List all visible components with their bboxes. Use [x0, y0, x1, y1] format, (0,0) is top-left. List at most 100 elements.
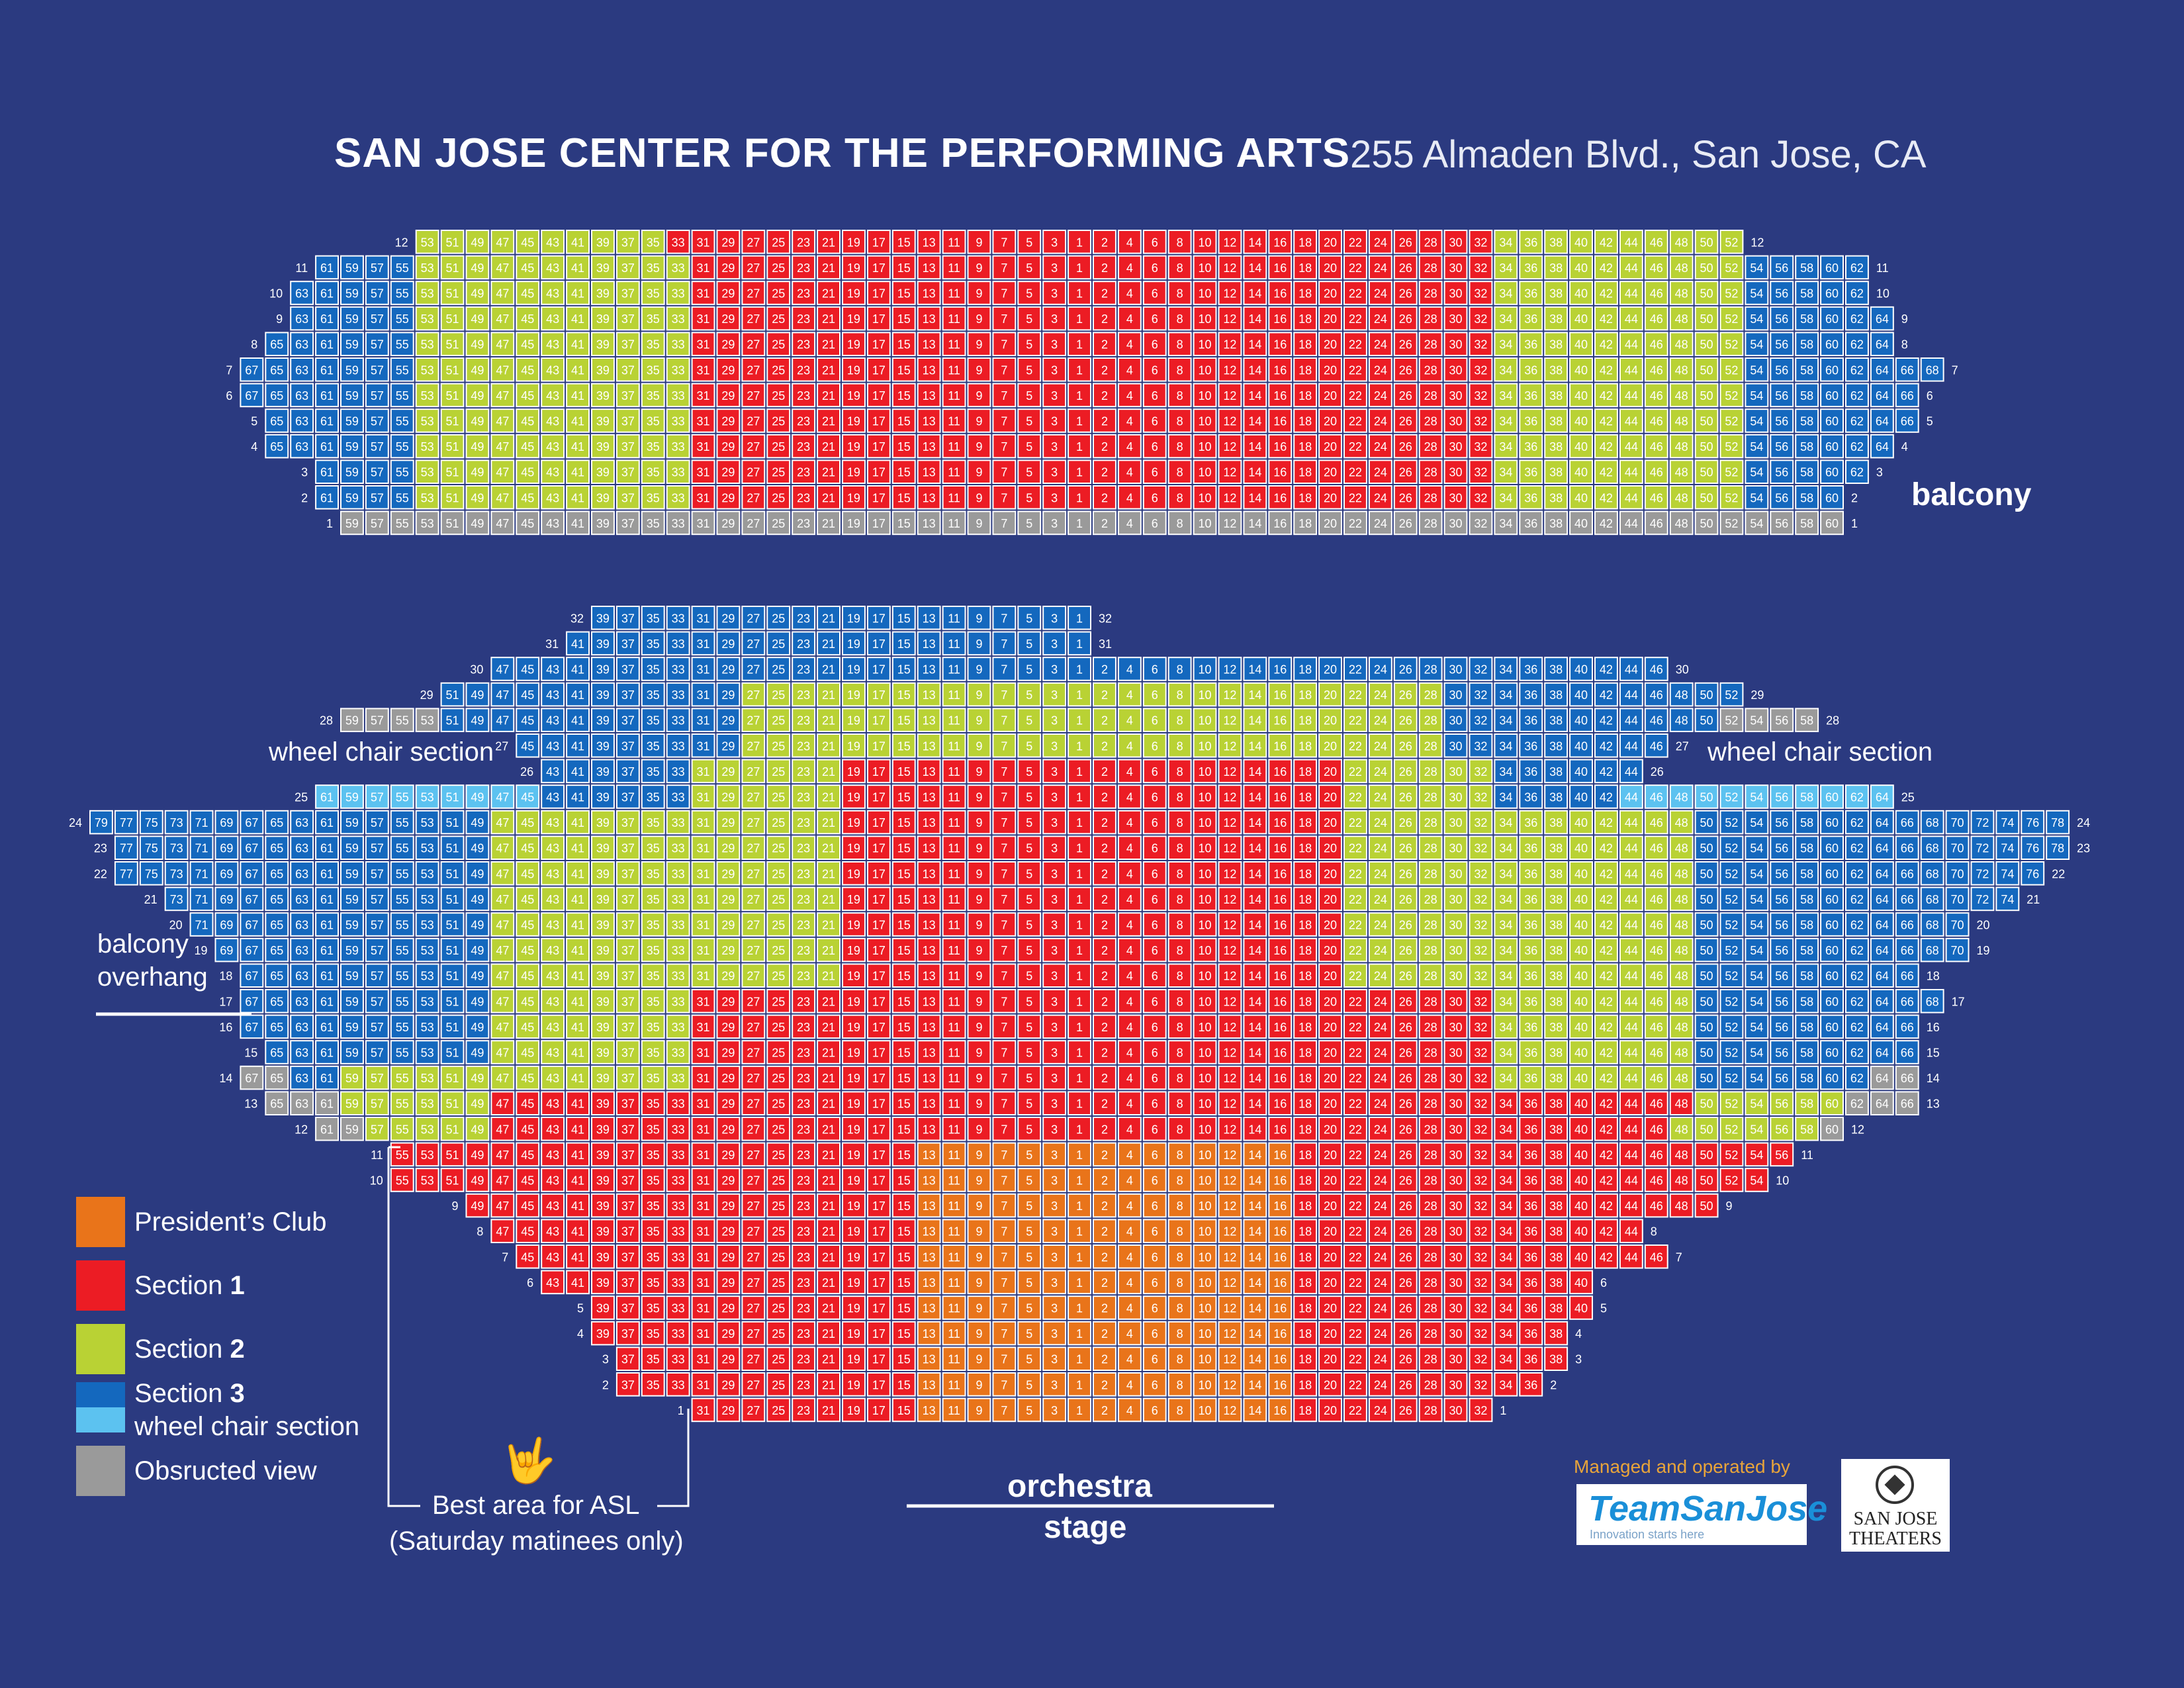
seat[interactable] [866, 255, 891, 280]
seat[interactable] [716, 255, 741, 280]
seat[interactable] [741, 255, 766, 280]
seat[interactable] [817, 230, 841, 254]
seat[interactable] [1042, 230, 1067, 254]
seat[interactable] [967, 255, 991, 280]
seat[interactable] [1068, 255, 1091, 280]
seat[interactable] [1318, 230, 1342, 254]
seat[interactable] [1017, 255, 1042, 280]
seat[interactable] [842, 255, 866, 280]
seat[interactable] [1243, 230, 1267, 254]
seat[interactable] [1719, 230, 1744, 254]
seat[interactable] [541, 230, 565, 254]
seat[interactable] [1368, 255, 1392, 280]
seat[interactable] [1318, 255, 1342, 280]
seat[interactable] [440, 230, 465, 254]
seat[interactable] [415, 230, 439, 254]
seat[interactable] [641, 255, 665, 280]
seat[interactable] [490, 230, 515, 254]
seat[interactable] [1594, 230, 1618, 254]
seat[interactable] [1669, 230, 1694, 254]
seat[interactable] [917, 255, 941, 280]
seat[interactable] [415, 255, 439, 280]
seat[interactable] [1193, 230, 1217, 254]
seat[interactable] [1068, 230, 1091, 254]
seat[interactable] [1268, 255, 1293, 280]
seat-number: 68 [1926, 816, 1939, 829]
seat[interactable] [1293, 230, 1318, 254]
seat[interactable] [516, 230, 540, 254]
seat[interactable] [1368, 230, 1392, 254]
seat[interactable] [1393, 230, 1418, 254]
seat[interactable] [1469, 230, 1493, 254]
seat[interactable] [1167, 255, 1192, 280]
seat[interactable] [465, 255, 490, 280]
seat[interactable] [465, 230, 490, 254]
seat[interactable] [691, 255, 715, 280]
seat[interactable] [490, 255, 515, 280]
seat[interactable] [992, 255, 1017, 280]
seat[interactable] [591, 230, 615, 254]
seat[interactable] [942, 255, 966, 280]
seat[interactable] [1093, 255, 1116, 280]
seat[interactable] [666, 255, 690, 280]
seat[interactable] [817, 255, 841, 280]
seat[interactable] [917, 230, 941, 254]
seat[interactable] [1268, 230, 1293, 254]
seat[interactable] [1042, 255, 1067, 280]
seat[interactable] [1644, 230, 1668, 254]
seat[interactable] [615, 230, 640, 254]
seat[interactable] [1393, 255, 1418, 280]
seat[interactable] [891, 230, 916, 254]
seat[interactable] [1519, 230, 1543, 254]
seat[interactable] [1218, 230, 1242, 254]
seat[interactable] [1343, 230, 1367, 254]
seat[interactable] [741, 230, 766, 254]
seat[interactable] [691, 230, 715, 254]
seat[interactable] [566, 230, 590, 254]
seat[interactable] [516, 255, 540, 280]
seat[interactable] [1544, 230, 1569, 254]
seat[interactable] [1117, 230, 1142, 254]
seat-number: 66 [1901, 1098, 1914, 1111]
seat[interactable] [390, 255, 414, 280]
seat[interactable] [766, 230, 791, 254]
seat[interactable] [666, 230, 690, 254]
seat[interactable] [842, 230, 866, 254]
seat[interactable] [792, 255, 816, 280]
seat[interactable] [1218, 255, 1242, 280]
seat[interactable] [716, 230, 741, 254]
seat[interactable] [641, 230, 665, 254]
seat[interactable] [1619, 230, 1643, 254]
seat[interactable] [992, 230, 1017, 254]
seat[interactable] [866, 230, 891, 254]
seat[interactable] [566, 255, 590, 280]
seat[interactable] [1142, 255, 1167, 280]
seat[interactable] [365, 255, 389, 280]
seat[interactable] [1293, 255, 1318, 280]
seat[interactable] [891, 255, 916, 280]
seat[interactable] [315, 255, 340, 280]
seat[interactable] [1418, 230, 1443, 254]
seat[interactable] [1167, 230, 1192, 254]
seat[interactable] [1142, 230, 1167, 254]
seat[interactable] [1117, 255, 1142, 280]
seat[interactable] [541, 255, 565, 280]
seat[interactable] [1443, 230, 1468, 254]
seat[interactable] [792, 230, 816, 254]
seat[interactable] [591, 255, 615, 280]
seat[interactable] [942, 230, 966, 254]
seat[interactable] [766, 255, 791, 280]
seat[interactable] [1494, 230, 1518, 254]
seat[interactable] [1243, 255, 1267, 280]
seat[interactable] [1193, 255, 1217, 280]
seat[interactable] [615, 255, 640, 280]
seat[interactable] [1017, 230, 1042, 254]
seat[interactable] [967, 230, 991, 254]
seat[interactable] [340, 255, 364, 280]
seat[interactable] [1569, 230, 1594, 254]
seat[interactable] [1343, 255, 1367, 280]
seat[interactable] [440, 255, 465, 280]
seat-number: 60 [1825, 1021, 1839, 1034]
seat[interactable] [1093, 230, 1116, 254]
seat[interactable] [1694, 230, 1719, 254]
